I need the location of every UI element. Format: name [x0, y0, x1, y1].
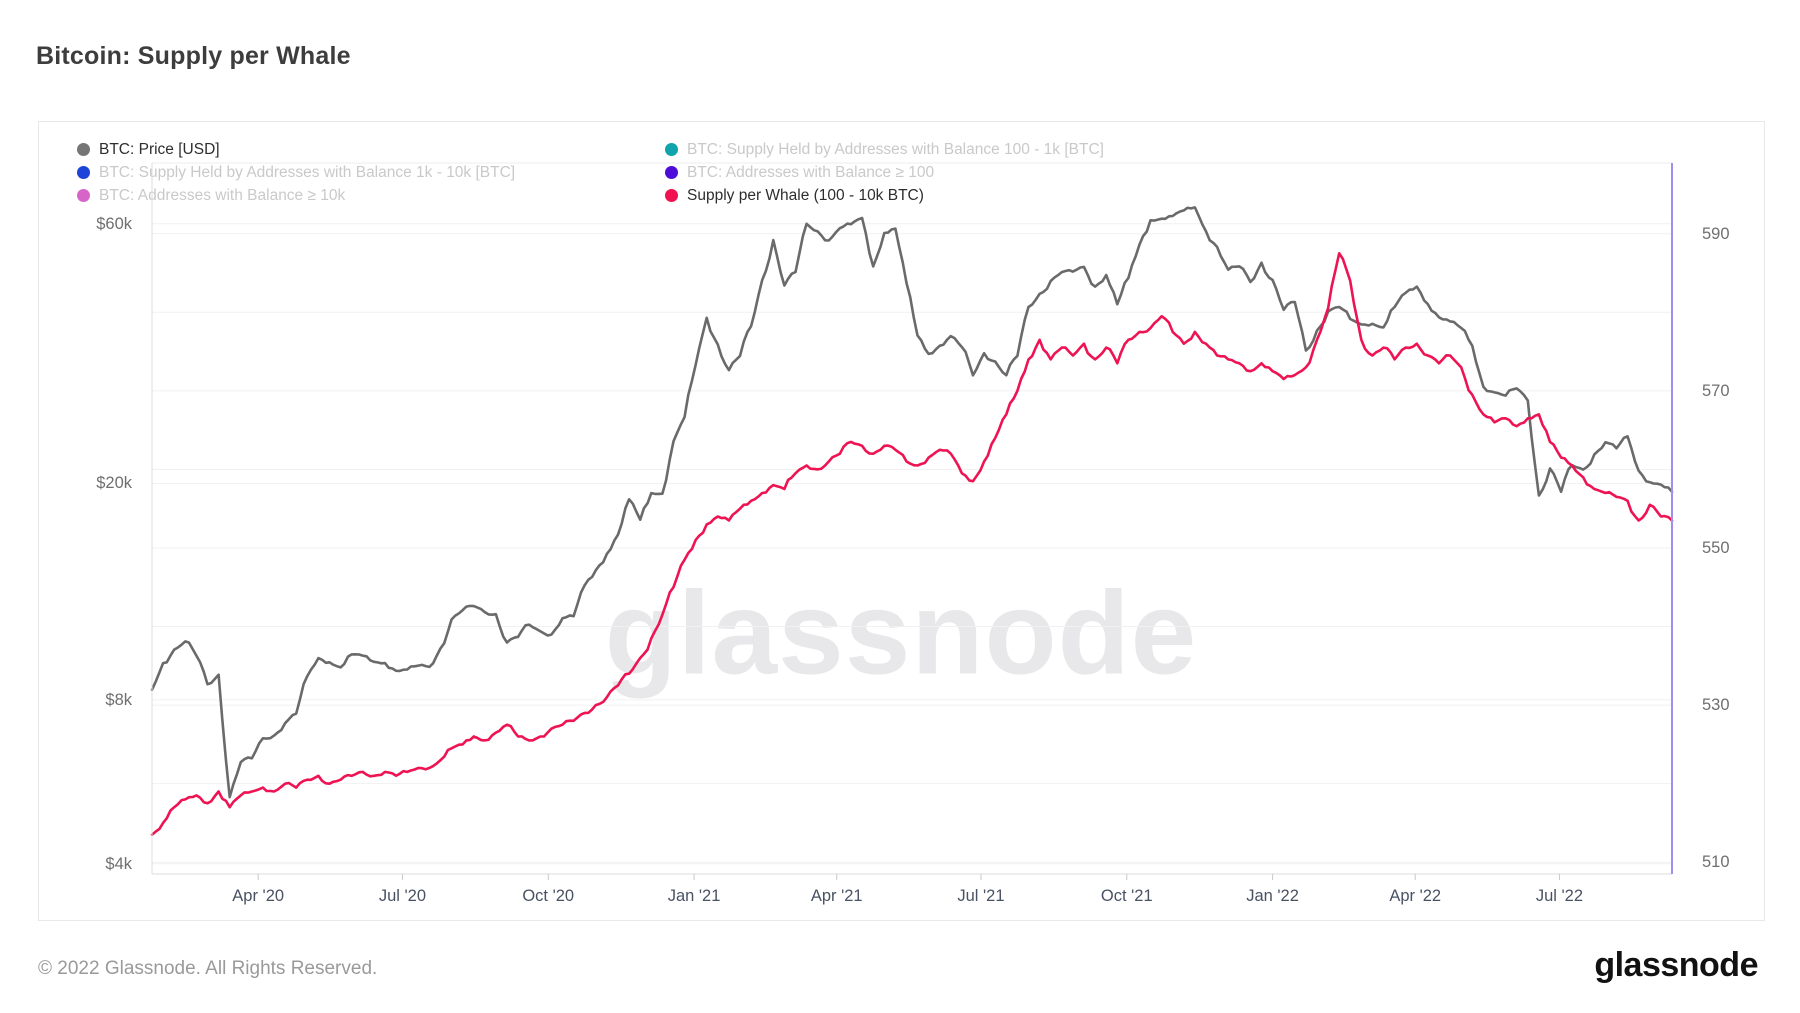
page-title: Bitcoin: Supply per Whale: [36, 42, 351, 70]
supply-per-whale-line: [150, 252, 1674, 836]
legend-item-label: BTC: Price [USD]: [99, 140, 220, 158]
legend-item[interactable]: BTC: Addresses with Balance ≥ 100: [665, 161, 1104, 184]
legend-column-left: BTC: Price [USD] BTC: Supply Held by Addr…: [77, 138, 515, 207]
price-line: [150, 206, 1674, 799]
left-axis-tick-label: $8k: [105, 690, 132, 709]
x-axis-tick-label: Apr '22: [1389, 887, 1442, 905]
right-axis-tick-label: 590: [1702, 224, 1730, 243]
legend-color-dot: [77, 143, 90, 156]
legend-item[interactable]: BTC: Price [USD]: [77, 138, 515, 161]
legend-item[interactable]: BTC: Supply Held by Addresses with Balan…: [77, 161, 515, 184]
x-axis-tick-label: Jul '22: [1535, 887, 1584, 905]
x-axis-tick-label: Jan '22: [1246, 887, 1299, 905]
left-axis-tick-label: $4k: [105, 854, 132, 873]
right-axis-tick-label: 570: [1702, 381, 1730, 400]
x-axis-tick-label: Apr '21: [810, 887, 863, 905]
copyright-text: © 2022 Glassnode. All Rights Reserved.: [38, 958, 378, 979]
legend-item-label: BTC: Supply Held by Addresses with Balan…: [687, 140, 1104, 158]
legend-item[interactable]: Supply per Whale (100 - 10k BTC): [665, 184, 1104, 207]
legend-color-dot: [665, 143, 678, 156]
x-axis-tick-label: Oct '21: [1100, 887, 1153, 905]
x-axis-tick-label: Oct '20: [522, 887, 575, 905]
x-axis-tick-label: Apr '20: [232, 887, 285, 905]
left-axis-tick-label: $60k: [96, 214, 132, 233]
x-axis-tick-label: Jul '21: [957, 887, 1005, 905]
legend-item[interactable]: BTC: Supply Held by Addresses with Balan…: [665, 138, 1104, 161]
legend-color-dot: [77, 189, 90, 202]
legend-item[interactable]: BTC: Addresses with Balance ≥ 10k: [77, 184, 515, 207]
legend-item-label: BTC: Addresses with Balance ≥ 10k: [99, 186, 346, 204]
legend-item-label: BTC: Supply Held by Addresses with Balan…: [99, 163, 516, 181]
legend-item-label: Supply per Whale (100 - 10k BTC): [687, 186, 924, 204]
legend-color-dot: [665, 189, 678, 202]
legend-color-dot: [77, 166, 90, 179]
x-axis-tick-label: Jul '20: [378, 887, 427, 905]
right-axis-tick-label: 510: [1702, 853, 1730, 872]
right-axis-tick-label: 550: [1702, 538, 1730, 557]
legend-item-label: BTC: Addresses with Balance ≥ 100: [687, 163, 935, 181]
glassnode-logo[interactable]: glassnode: [1594, 946, 1758, 984]
legend-column-right: BTC: Supply Held by Addresses with Balan…: [665, 138, 1104, 207]
x-axis-tick-label: Jan '21: [667, 887, 721, 905]
right-axis-tick-label: 530: [1702, 696, 1730, 715]
left-axis-tick-label: $20k: [96, 474, 132, 493]
legend-color-dot: [665, 166, 678, 179]
